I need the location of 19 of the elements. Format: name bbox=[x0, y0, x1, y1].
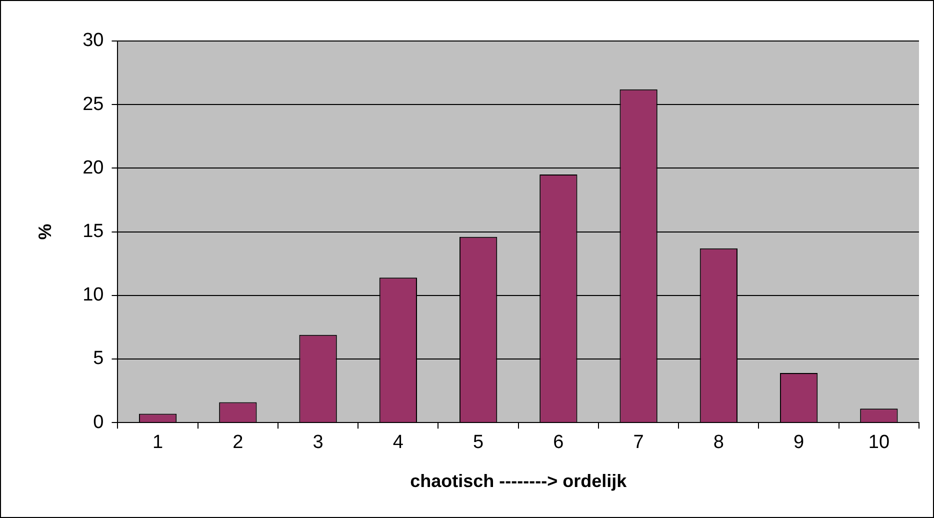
x-tick-label: 9 bbox=[794, 432, 804, 454]
x-axis-title: chaotisch --------> ordelijk bbox=[410, 471, 628, 492]
x-tick-label: 4 bbox=[392, 432, 404, 454]
x-tick-label: 7 bbox=[633, 432, 644, 454]
x-tick-label: 3 bbox=[312, 432, 324, 454]
x-tick-label: 1 bbox=[152, 432, 164, 454]
y-tick-label: 30 bbox=[82, 30, 104, 52]
y-tick-label: 10 bbox=[82, 284, 104, 306]
x-tick-label: 10 bbox=[868, 432, 890, 454]
x-tick-label: 2 bbox=[232, 432, 244, 454]
x-tick-label: 6 bbox=[553, 432, 564, 454]
x-tick-label: 5 bbox=[473, 432, 484, 454]
y-tick-label: 25 bbox=[82, 94, 104, 115]
y-tick-label: 20 bbox=[82, 157, 104, 178]
y-axis-title: % bbox=[34, 224, 55, 240]
y-tick-label: 0 bbox=[93, 412, 104, 433]
y-tick-label: 15 bbox=[82, 221, 104, 242]
y-tick-label: 5 bbox=[93, 348, 104, 370]
x-tick-label: 8 bbox=[713, 432, 724, 454]
